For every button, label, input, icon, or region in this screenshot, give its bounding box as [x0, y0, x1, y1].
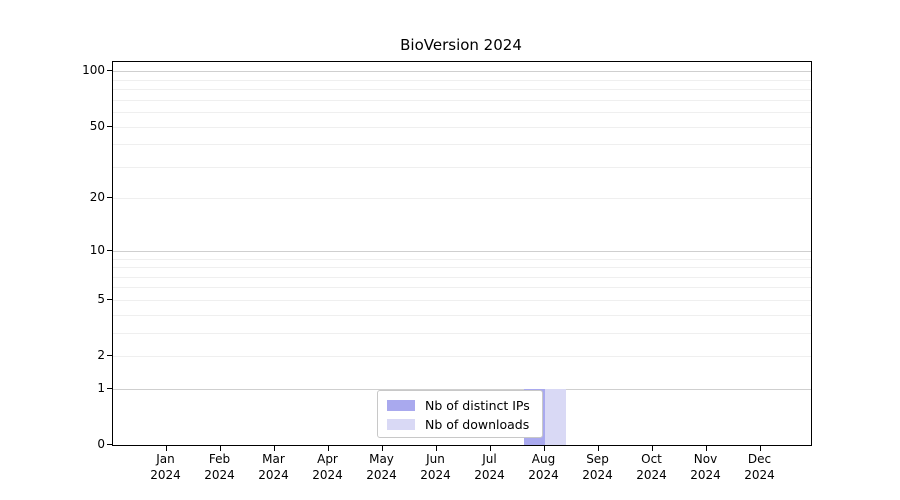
x-tick-label-feb-2024: Feb 2024 — [204, 452, 235, 482]
y-tick-label: 10 — [89, 242, 105, 257]
gridline-minor — [113, 287, 811, 289]
gridline-minor — [113, 276, 811, 278]
legend-item-downloads: Nb of downloads — [387, 415, 542, 434]
gridline-minor — [113, 89, 811, 90]
gridline-major — [113, 71, 811, 73]
x-tick-label-may-2024: May 2024 — [366, 452, 397, 482]
y-tick-mark — [107, 298, 112, 300]
gridline-major — [113, 388, 811, 390]
gridline-minor — [113, 126, 811, 128]
x-tick-label-jan-2024: Jan 2024 — [150, 452, 181, 482]
x-tick-label-aug-2024: Aug 2024 — [528, 452, 559, 482]
x-tick-mark — [327, 446, 329, 451]
gridline-minor — [113, 299, 811, 301]
x-tick-mark — [543, 446, 545, 451]
x-tick-mark — [381, 446, 383, 451]
gridline-minor — [113, 111, 811, 113]
x-tick-mark — [705, 446, 707, 451]
x-tick-mark — [219, 446, 221, 451]
x-tick-label-oct-2024: Oct 2024 — [636, 452, 667, 482]
y-tick-mark — [107, 197, 112, 199]
legend-swatch-downloads — [387, 419, 415, 430]
x-tick-mark — [651, 446, 653, 451]
x-tick-label-mar-2024: Mar 2024 — [258, 452, 289, 482]
gridline-minor — [113, 198, 811, 200]
x-tick-mark — [597, 446, 599, 451]
y-tick-mark — [107, 249, 112, 251]
y-tick-mark — [107, 70, 112, 72]
x-tick-label-apr-2024: Apr 2024 — [312, 452, 343, 482]
gridline-minor — [113, 314, 811, 316]
gridline-minor — [113, 332, 811, 334]
gridline-minor — [113, 356, 811, 357]
x-tick-mark — [489, 446, 491, 451]
y-tick-label: 2 — [97, 348, 105, 362]
x-tick-label-jul-2024: Jul 2024 — [474, 452, 505, 482]
x-tick-label-sep-2024: Sep 2024 — [582, 452, 613, 482]
legend-item-distinct-ips: Nb of distinct IPs — [387, 396, 542, 415]
legend-swatch-distinct-ips — [387, 400, 415, 411]
gridline-minor — [113, 99, 811, 101]
x-tick-mark — [759, 446, 761, 451]
y-tick-mark — [107, 125, 112, 127]
gridline-major — [113, 250, 811, 252]
legend: Nb of distinct IPs Nb of downloads — [377, 390, 543, 438]
gridline-minor — [113, 79, 811, 81]
legend-label-downloads: Nb of downloads — [425, 417, 530, 432]
x-tick-label-jun-2024: Jun 2024 — [420, 452, 451, 482]
x-tick-label-nov-2024: Nov 2024 — [690, 452, 721, 482]
x-tick-mark — [273, 446, 275, 451]
y-tick-label: 5 — [97, 291, 105, 306]
y-tick-label: 1 — [97, 380, 105, 395]
x-tick-label-dec-2024: Dec 2024 — [744, 452, 775, 482]
y-tick-label: 0 — [97, 437, 105, 451]
gridline-minor — [113, 144, 811, 146]
y-tick-label: 100 — [82, 63, 105, 78]
y-tick-label: 20 — [89, 190, 105, 205]
y-tick-mark — [107, 444, 112, 445]
gridline-minor — [113, 267, 811, 268]
legend-label-distinct-ips: Nb of distinct IPs — [425, 398, 530, 413]
gridline-minor — [113, 166, 811, 168]
gridline-minor — [113, 258, 811, 260]
y-tick-label: 50 — [89, 118, 105, 133]
y-tick-mark — [107, 387, 112, 389]
chart-title: BioVersion 2024 — [400, 36, 522, 54]
y-tick-mark — [107, 355, 112, 356]
x-tick-mark — [435, 446, 437, 451]
bar-nb-of-downloads-aug-2024 — [544, 388, 566, 445]
x-tick-mark — [165, 446, 167, 451]
plot-area — [112, 61, 812, 446]
